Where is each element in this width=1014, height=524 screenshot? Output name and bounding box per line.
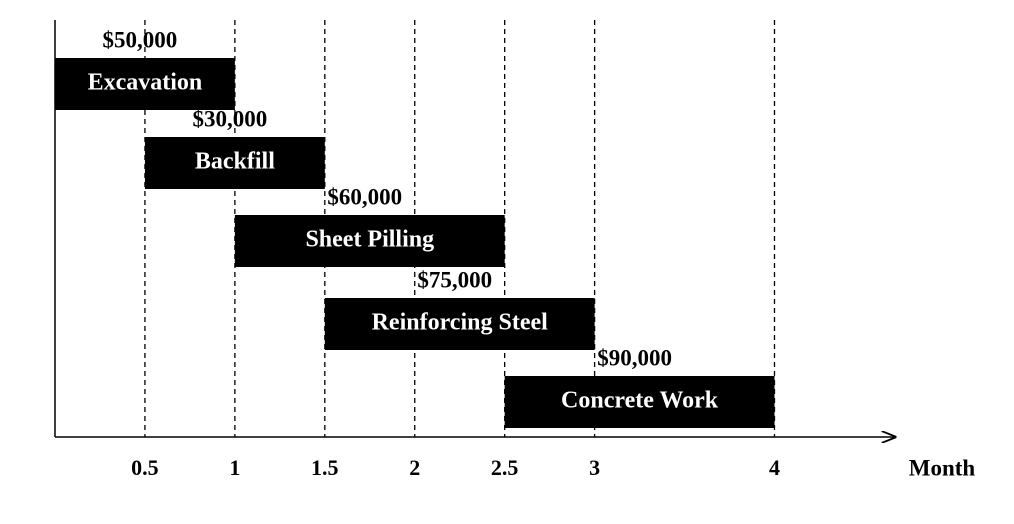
cost-label: $75,000 <box>417 267 492 292</box>
task-bar <box>234 215 505 267</box>
task-label: Backfill <box>195 149 275 175</box>
x-axis-label: Month <box>909 455 976 480</box>
cost-label: $60,000 <box>327 184 402 209</box>
task-bar <box>504 376 775 428</box>
x-tick-label: 2.5 <box>491 455 519 480</box>
task-bar <box>55 58 235 110</box>
cost-label: $90,000 <box>597 345 672 370</box>
x-tick-label: 1 <box>229 455 240 480</box>
task-label: Reinforcing Steel <box>372 310 549 336</box>
task-bar <box>324 298 595 350</box>
x-tick-label: 4 <box>769 455 780 480</box>
x-tick-label: 0.5 <box>131 455 159 480</box>
task-label: Excavation <box>88 70 203 96</box>
cost-label: $30,000 <box>192 106 267 131</box>
task-label: Sheet Pilling <box>305 227 434 253</box>
task-label: Concrete Work <box>561 388 719 414</box>
x-tick-label: 2 <box>409 455 420 480</box>
x-tick-label: 1.5 <box>311 455 339 480</box>
task-bar <box>144 137 325 189</box>
cost-label: $50,000 <box>103 27 178 52</box>
x-tick-label: 3 <box>589 455 600 480</box>
